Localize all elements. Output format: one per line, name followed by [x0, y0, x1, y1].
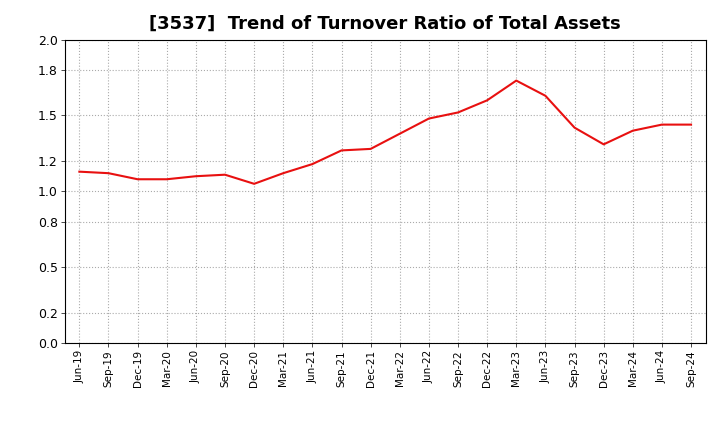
Title: [3537]  Trend of Turnover Ratio of Total Assets: [3537] Trend of Turnover Ratio of Total …: [149, 15, 621, 33]
